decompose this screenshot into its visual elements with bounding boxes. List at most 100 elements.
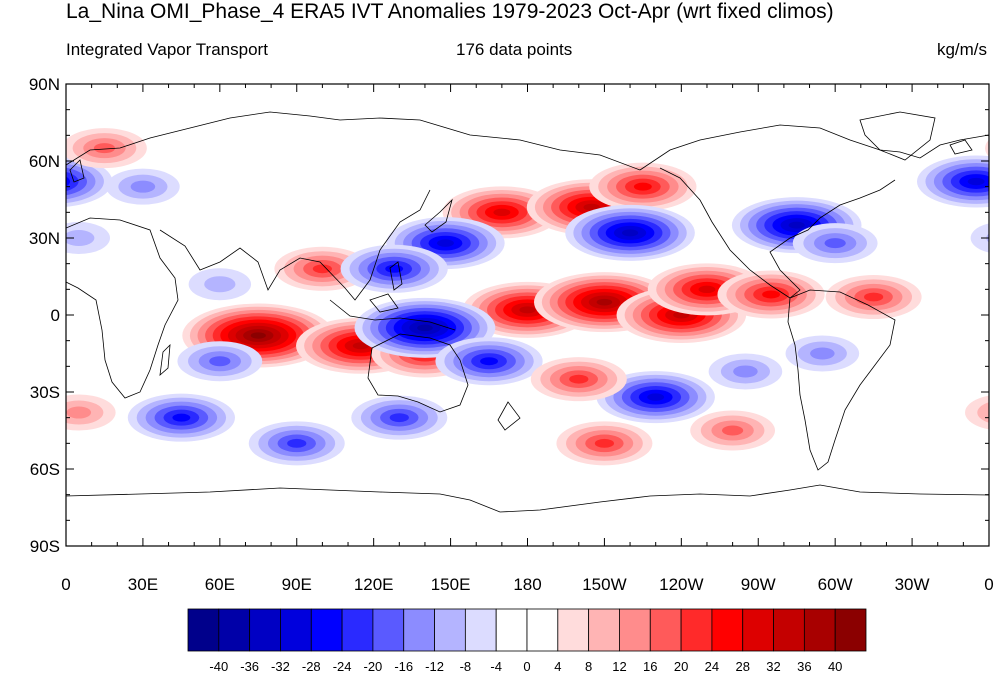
anomaly-contour-30-4	[389, 413, 409, 423]
coastline-iceland	[949, 139, 973, 155]
colorbar-label: -4	[490, 659, 502, 674]
colorbar-label: 16	[643, 659, 657, 674]
colorbar-swatch	[372, 608, 405, 652]
lat-tick-label: 0	[51, 306, 60, 325]
lat-tick-label: 60S	[30, 460, 60, 479]
coastlines	[66, 111, 989, 513]
colorbar-swatch	[526, 608, 559, 652]
colorbar-swatch	[834, 608, 867, 652]
coastline-australia	[367, 333, 469, 413]
colorbar-label: 8	[585, 659, 592, 674]
anomaly-contour-35-1	[66, 230, 95, 246]
lon-tick-label: 30E	[128, 575, 158, 594]
anomaly-contour-wrap-35-0	[970, 223, 989, 253]
colorbar-swatch	[218, 608, 251, 652]
lon-tick-label: 90E	[282, 575, 312, 594]
anomaly-contour-wrap-27-0	[965, 395, 989, 430]
anomaly-contour-wrap-27-2	[990, 407, 1005, 419]
colorbar-swatch	[280, 608, 312, 652]
anomaly-contour-28-4	[594, 438, 615, 448]
coastline-na-west	[659, 167, 791, 299]
coastline-africa	[66, 217, 179, 399]
lon-tick-label: 30W	[895, 575, 930, 594]
anomaly-contour-17-5	[480, 357, 498, 366]
units-label: kg/m/s	[936, 40, 987, 59]
variable-label: Integrated Vapor Transport	[66, 40, 268, 59]
colorbar-swatch	[249, 608, 281, 652]
colorbar-label: 32	[766, 659, 780, 674]
colorbar-label: 0	[523, 659, 530, 674]
anomaly-contour-9-4	[864, 292, 884, 302]
colorbar-swatch	[187, 608, 220, 652]
coastline-na-east	[769, 179, 896, 299]
colorbar-swatch	[310, 608, 343, 652]
anomaly-contour-wrap-22-5	[66, 176, 71, 187]
coastline-britain	[69, 159, 85, 183]
colorbar-swatch	[711, 608, 744, 652]
colorbar-swatch	[464, 608, 497, 652]
anomaly-contour-15-5	[385, 264, 404, 273]
anomaly-contour-2-4	[312, 264, 332, 274]
coastline-indonesia	[329, 299, 456, 331]
colorbar-swatch	[434, 608, 466, 652]
anomaly-contour-wrap-26-0	[985, 139, 989, 157]
anomaly-contour-21-3	[824, 238, 846, 249]
anomaly-contour-20-7	[788, 221, 805, 229]
lon-tick-label: 150W	[582, 575, 626, 594]
colorbar-swatch	[742, 608, 774, 652]
colorbar-label: 28	[735, 659, 749, 674]
lon-tick-label: 60W	[818, 575, 853, 594]
colorbar-label: -32	[271, 659, 290, 674]
anomaly-contour-18-6	[647, 393, 665, 401]
colorbar-swatch	[557, 608, 590, 652]
colorbar-swatch	[803, 608, 836, 652]
anomaly-contour-31-1	[204, 276, 236, 293]
lon-tick-label: 90W	[741, 575, 776, 594]
anomaly-contour-19-2	[733, 365, 758, 378]
colorbar-label: 40	[828, 659, 842, 674]
chart-title: La_Nina OMI_Phase_4 ERA5 IVT Anomalies 1…	[66, 0, 834, 23]
colorbar-swatch	[588, 608, 620, 652]
coastline-south-america	[787, 289, 896, 471]
anomaly-contour-wrap-22-6	[45, 178, 62, 185]
anomaly-contour-14-6	[436, 239, 454, 247]
lat-tick-label: 30N	[29, 229, 60, 248]
anomaly-contour-1-7	[352, 342, 369, 350]
anomaly-contour-4-7	[519, 306, 536, 314]
colorbar-label: 4	[554, 659, 561, 674]
coastline-madagascar	[159, 343, 171, 376]
coastline-philippines	[389, 261, 403, 291]
coastline-greenland	[859, 111, 936, 161]
anomaly-contour-0-9	[250, 332, 266, 339]
coastline-borneo	[369, 293, 399, 313]
anomaly-contour-8-5	[762, 290, 781, 299]
colorbar-label: -24	[333, 659, 352, 674]
anomaly-contour-7-6	[698, 285, 716, 294]
anomaly-contour-16-8	[417, 324, 433, 332]
colorbar-label: -8	[460, 659, 472, 674]
anomaly-contour-33-4	[569, 374, 589, 384]
colorbar-label: -12	[425, 659, 444, 674]
anomaly-contour-11-7	[583, 203, 600, 211]
colorbar-swatch	[495, 608, 528, 652]
lat-tick-label: 90N	[29, 75, 60, 94]
anomaly-field	[45, 128, 1005, 466]
anomaly-contour-34-2	[810, 347, 835, 360]
lon-tick-label: 150E	[431, 575, 471, 594]
anomaly-contour-26-3	[93, 143, 116, 154]
coastline-south-asia	[159, 189, 431, 301]
colorbar-label: -36	[240, 659, 259, 674]
colorbar-label: -28	[302, 659, 321, 674]
anomaly-contour-32-3	[209, 356, 231, 367]
anomaly-contour-5-8	[596, 298, 613, 306]
colorbar-label: -40	[209, 659, 228, 674]
anomaly-contour-22-6	[967, 177, 985, 186]
colorbar: -40 -36 -32 -28 -24 -20 -16 -12 -8 -4 0 4 8 12 16 20 24 2…	[187, 608, 867, 674]
lon-tick-label: 180	[513, 575, 541, 594]
anomaly-contour-12-5	[633, 182, 652, 191]
colorbar-label: -20	[364, 659, 383, 674]
coastline-japan	[424, 198, 453, 233]
colorbar-swatch	[619, 608, 651, 652]
